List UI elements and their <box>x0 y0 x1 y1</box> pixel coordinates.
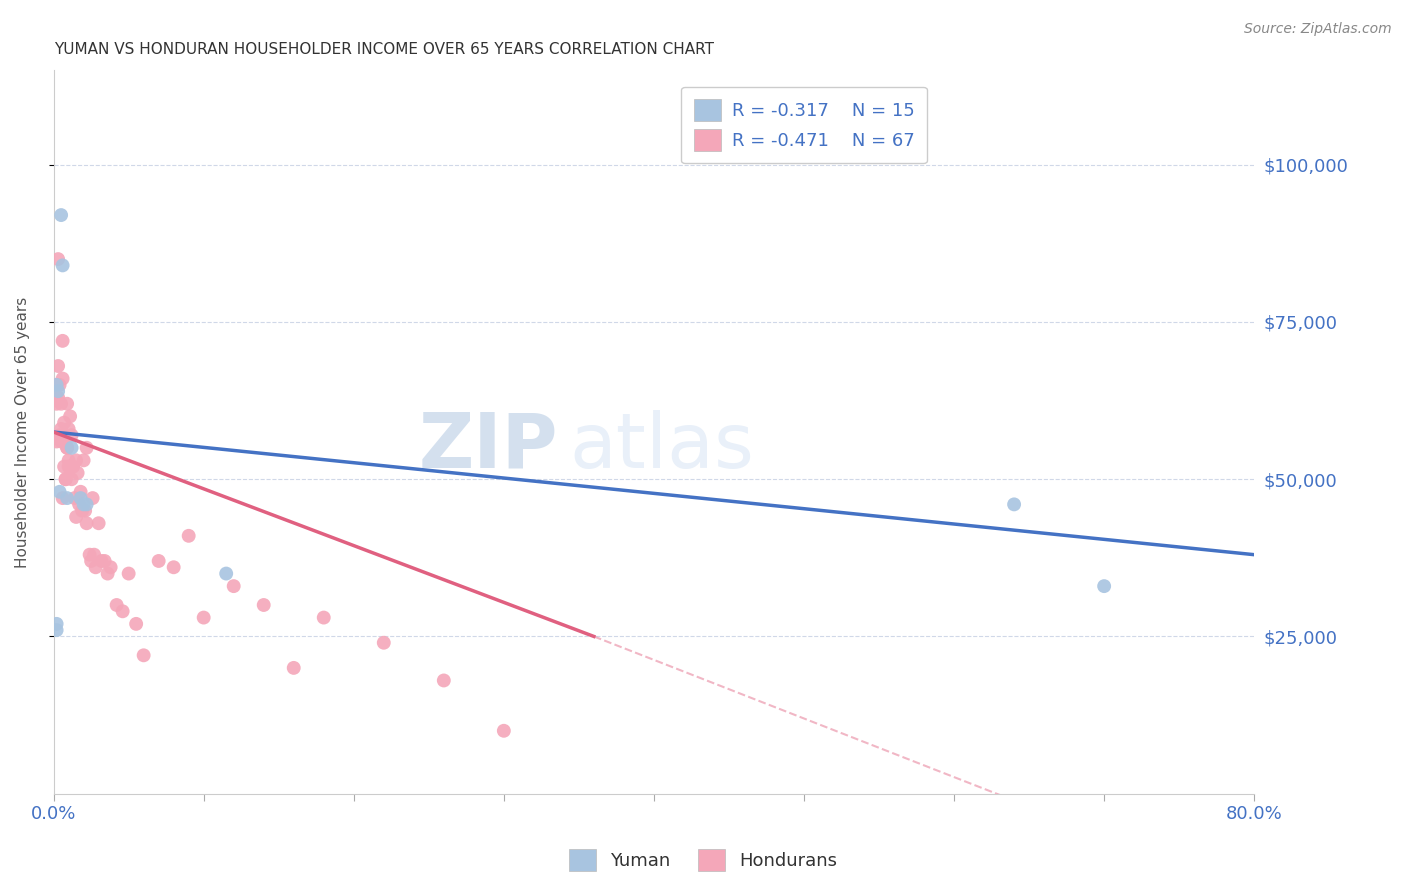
Point <box>56 441 79 455</box>
Point <box>48 484 70 499</box>
Point <box>75 503 97 517</box>
Point <box>49 397 72 411</box>
Point <box>60 441 83 455</box>
Point <box>45 377 67 392</box>
Point <box>97 566 120 581</box>
Point <box>60 428 83 442</box>
Text: Source: ZipAtlas.com: Source: ZipAtlas.com <box>1244 22 1392 37</box>
Point <box>67 497 90 511</box>
Point <box>72 497 94 511</box>
Point <box>49 208 72 222</box>
Point <box>1092 579 1115 593</box>
Point <box>253 598 276 612</box>
Legend: Yuman, Hondurans: Yuman, Hondurans <box>561 842 845 879</box>
Point <box>373 636 395 650</box>
Point <box>53 459 76 474</box>
Point <box>59 409 82 424</box>
Point <box>105 598 128 612</box>
Point <box>83 548 105 562</box>
Point <box>55 434 77 449</box>
Point <box>58 459 80 474</box>
Point <box>80 554 103 568</box>
Point <box>48 428 70 442</box>
Point <box>45 616 67 631</box>
Point <box>52 259 75 273</box>
Point <box>45 623 67 637</box>
Point <box>63 491 86 505</box>
Point <box>76 516 98 531</box>
Point <box>492 723 515 738</box>
Point <box>49 434 72 449</box>
Text: ZIP: ZIP <box>419 409 558 483</box>
Point <box>163 560 186 574</box>
Point <box>45 377 67 392</box>
Point <box>46 391 69 405</box>
Text: YUMAN VS HONDURAN HOUSEHOLDER INCOME OVER 65 YEARS CORRELATION CHART: YUMAN VS HONDURAN HOUSEHOLDER INCOME OVE… <box>53 42 714 57</box>
Point <box>100 560 122 574</box>
Point <box>52 491 75 505</box>
Point <box>58 453 80 467</box>
Point <box>58 422 80 436</box>
Point <box>66 466 89 480</box>
Point <box>55 472 77 486</box>
Point <box>48 377 70 392</box>
Point <box>111 604 134 618</box>
Point <box>69 484 91 499</box>
Point <box>52 334 75 348</box>
Point <box>56 491 79 505</box>
Point <box>45 397 67 411</box>
Point <box>148 554 170 568</box>
Point <box>69 491 91 505</box>
Point <box>125 616 148 631</box>
Point <box>433 673 456 688</box>
Point <box>60 472 83 486</box>
Point <box>283 661 305 675</box>
Point <box>62 459 84 474</box>
Y-axis label: Householder Income Over 65 years: Householder Income Over 65 years <box>15 296 30 567</box>
Point <box>46 252 69 266</box>
Point <box>65 510 87 524</box>
Point <box>1002 497 1025 511</box>
Point <box>76 497 98 511</box>
Point <box>72 453 94 467</box>
Point <box>45 434 67 449</box>
Point <box>46 384 69 399</box>
Point <box>312 610 335 624</box>
Point <box>222 579 245 593</box>
Point <box>65 453 87 467</box>
Point <box>177 529 200 543</box>
Point <box>56 441 79 455</box>
Point <box>70 503 93 517</box>
Point <box>90 554 112 568</box>
Point <box>79 548 101 562</box>
Point <box>52 371 75 385</box>
Point <box>93 554 115 568</box>
Point <box>132 648 155 663</box>
Point <box>87 516 110 531</box>
Point <box>118 566 141 581</box>
Point <box>82 491 104 505</box>
Point <box>46 359 69 373</box>
Legend: R = -0.317    N = 15, R = -0.471    N = 67: R = -0.317 N = 15, R = -0.471 N = 67 <box>681 87 927 163</box>
Point <box>215 566 238 581</box>
Text: atlas: atlas <box>569 409 755 483</box>
Point <box>84 560 107 574</box>
Point <box>193 610 215 624</box>
Point <box>49 422 72 436</box>
Point <box>59 459 82 474</box>
Point <box>76 441 98 455</box>
Point <box>55 472 77 486</box>
Point <box>56 397 79 411</box>
Point <box>53 416 76 430</box>
